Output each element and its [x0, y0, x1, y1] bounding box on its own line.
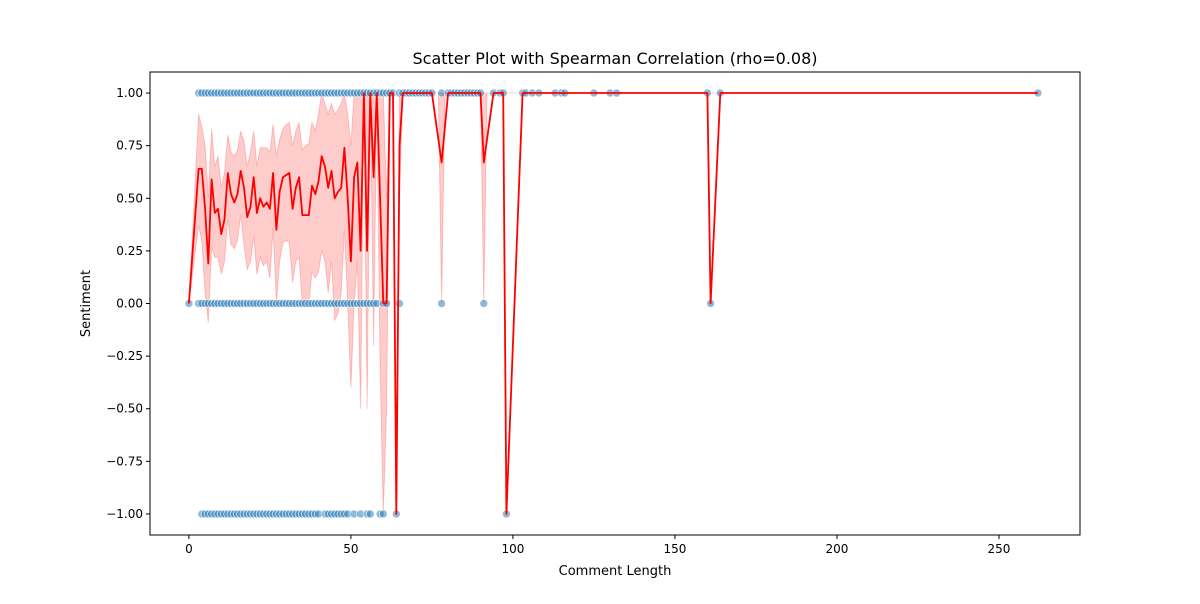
x-tick-label: 150 — [663, 542, 686, 556]
y-tick-label: 0.25 — [116, 244, 143, 258]
y-tick-label: −0.75 — [106, 454, 143, 468]
scatter-point — [437, 299, 446, 308]
y-axis-label: Sentiment — [79, 270, 94, 337]
y-tick-label: −0.25 — [106, 349, 143, 363]
x-tick-label: 100 — [501, 542, 524, 556]
y-tick-label: 0.50 — [116, 191, 143, 205]
scatter-point — [395, 299, 404, 308]
x-tick-label: 0 — [185, 542, 193, 556]
mean-sentiment-line — [188, 92, 1038, 515]
x-tick-label: 250 — [988, 542, 1011, 556]
y-tick-label: −0.50 — [106, 402, 143, 416]
scatter-point — [378, 509, 388, 519]
x-tick-label: 200 — [826, 542, 849, 556]
x-tick-label: 50 — [343, 542, 358, 556]
scatter-point — [365, 509, 375, 519]
y-tick-label: 0.00 — [116, 297, 143, 311]
y-tick-label: −1.00 — [106, 507, 143, 521]
x-axis-label: Comment Length — [559, 564, 672, 579]
y-tick-label: 1.00 — [116, 86, 143, 100]
chart-title: Scatter Plot with Spearman Correlation (… — [412, 49, 817, 68]
scatter-point — [479, 299, 489, 308]
y-tick-label: 0.75 — [116, 139, 143, 153]
